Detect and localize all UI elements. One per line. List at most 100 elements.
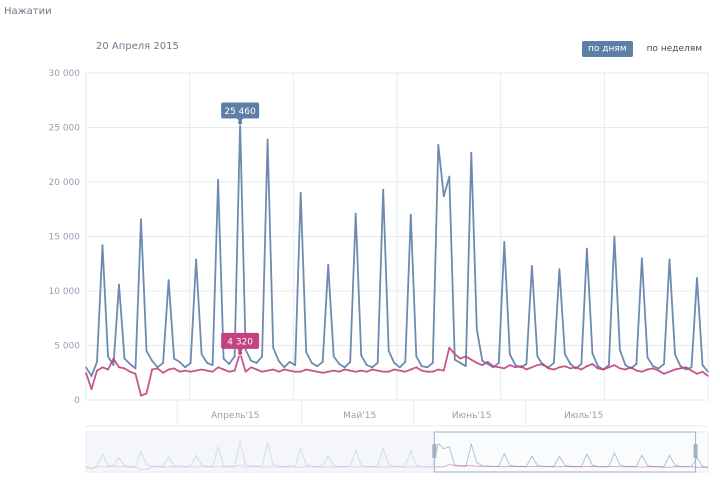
data-point[interactable]	[481, 359, 484, 362]
data-point[interactable]	[354, 212, 357, 215]
data-point[interactable]	[586, 365, 588, 368]
data-point[interactable]	[442, 195, 445, 197]
data-point[interactable]	[531, 366, 533, 369]
data-point[interactable]	[118, 283, 120, 286]
data-point[interactable]	[134, 367, 137, 370]
data-point[interactable]	[536, 364, 539, 366]
data-point[interactable]	[674, 368, 676, 371]
data-point[interactable]	[431, 362, 434, 364]
data-point[interactable]	[547, 367, 550, 370]
data-point[interactable]	[663, 363, 665, 365]
data-point[interactable]	[327, 264, 329, 266]
data-point[interactable]	[222, 368, 225, 371]
data-point[interactable]	[321, 371, 324, 374]
data-point[interactable]	[206, 369, 208, 372]
data-point[interactable]	[321, 361, 324, 363]
data-point[interactable]	[558, 366, 561, 369]
data-point[interactable]	[250, 366, 252, 369]
data-point[interactable]	[244, 349, 247, 351]
data-point[interactable]	[338, 370, 341, 373]
data-point[interactable]	[140, 218, 142, 220]
data-point[interactable]	[431, 370, 434, 373]
data-point[interactable]	[481, 364, 484, 366]
data-point[interactable]	[123, 367, 126, 370]
data-point[interactable]	[514, 366, 517, 369]
data-point[interactable]	[272, 346, 274, 349]
data-point[interactable]	[365, 370, 368, 373]
data-point[interactable]	[332, 369, 335, 372]
data-point[interactable]	[184, 366, 186, 369]
data-point[interactable]	[107, 355, 109, 358]
data-point[interactable]	[299, 370, 302, 373]
data-point[interactable]	[415, 366, 418, 369]
data-point[interactable]	[156, 367, 159, 370]
data-point[interactable]	[222, 357, 225, 360]
range-navigator[interactable]	[85, 431, 709, 473]
data-point[interactable]	[624, 364, 627, 366]
data-point[interactable]	[652, 365, 654, 368]
data-point[interactable]	[398, 369, 401, 372]
data-point[interactable]	[167, 279, 170, 281]
data-point[interactable]	[420, 369, 423, 372]
data-point[interactable]	[652, 367, 654, 370]
data-point[interactable]	[96, 361, 98, 363]
data-point[interactable]	[90, 375, 93, 377]
data-point[interactable]	[387, 370, 390, 373]
data-point[interactable]	[305, 368, 307, 371]
data-point[interactable]	[85, 371, 87, 374]
data-point[interactable]	[553, 362, 555, 364]
data-point[interactable]	[503, 367, 506, 370]
data-point[interactable]	[602, 368, 605, 371]
data-point[interactable]	[437, 368, 440, 371]
mode-button-weekly[interactable]: по неделям	[646, 44, 702, 54]
data-point[interactable]	[173, 357, 175, 360]
data-point[interactable]	[707, 375, 709, 377]
data-point[interactable]	[575, 366, 577, 369]
data-point[interactable]	[327, 370, 329, 373]
data-point[interactable]	[701, 370, 704, 373]
data-point[interactable]	[261, 355, 263, 358]
data-point[interactable]	[487, 361, 489, 363]
data-point[interactable]	[233, 355, 236, 358]
data-point[interactable]	[668, 258, 671, 261]
data-point[interactable]	[316, 370, 318, 373]
data-point[interactable]	[283, 366, 285, 369]
data-point[interactable]	[178, 361, 181, 363]
data-point[interactable]	[442, 369, 445, 372]
data-point[interactable]	[283, 368, 285, 371]
data-point[interactable]	[398, 366, 401, 369]
data-point[interactable]	[167, 368, 170, 371]
data-point[interactable]	[338, 363, 341, 365]
data-point[interactable]	[162, 371, 164, 374]
data-point[interactable]	[294, 364, 296, 366]
data-point[interactable]	[294, 370, 296, 373]
data-point[interactable]	[613, 364, 616, 366]
data-point[interactable]	[173, 367, 175, 370]
data-point[interactable]	[536, 355, 539, 358]
data-point[interactable]	[542, 363, 544, 365]
data-point[interactable]	[448, 346, 451, 349]
data-point[interactable]	[217, 366, 219, 369]
data-point[interactable]	[453, 358, 456, 361]
data-point[interactable]	[277, 370, 280, 373]
data-point[interactable]	[498, 362, 500, 364]
data-point[interactable]	[509, 353, 511, 356]
data-point[interactable]	[266, 369, 269, 372]
data-point[interactable]	[244, 370, 247, 373]
data-point[interactable]	[492, 365, 495, 368]
data-point[interactable]	[448, 175, 451, 178]
data-point[interactable]	[376, 362, 379, 364]
data-point[interactable]	[189, 370, 192, 373]
data-point[interactable]	[354, 370, 357, 373]
data-point[interactable]	[426, 370, 429, 373]
data-point[interactable]	[195, 258, 197, 261]
data-point[interactable]	[288, 369, 291, 372]
data-point[interactable]	[690, 366, 693, 369]
data-point[interactable]	[365, 364, 368, 366]
data-point[interactable]	[189, 362, 192, 364]
data-point[interactable]	[123, 357, 126, 360]
mode-button-daily[interactable]: по дням	[582, 41, 633, 57]
data-point[interactable]	[459, 357, 462, 360]
data-point[interactable]	[393, 362, 396, 364]
data-point[interactable]	[387, 350, 390, 352]
